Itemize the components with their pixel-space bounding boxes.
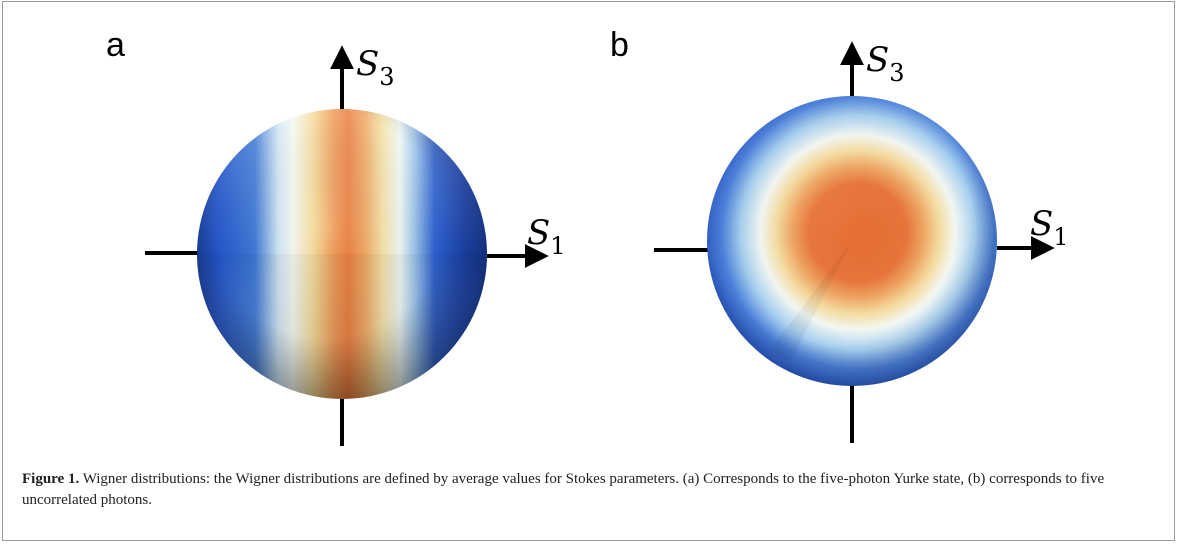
panel-b: [654, 41, 1055, 443]
axis-label-s3-a: S3: [356, 44, 395, 91]
figure-caption: Figure 1. Wigner distributions: the Wign…: [22, 469, 1152, 511]
panel-a: [145, 45, 549, 446]
figure-caption-text: Wigner distributions: the Wigner distrib…: [22, 471, 1105, 508]
axis-label-s1-b: S1: [1030, 204, 1069, 251]
axis-label-s3-b: S3: [866, 40, 905, 87]
wigner-sphere-b: [707, 96, 997, 386]
panel-label-b: b: [610, 26, 629, 64]
panel-label-a: a: [106, 26, 125, 64]
figure-caption-label: Figure 1.: [22, 471, 80, 487]
wigner-sphere-a: [197, 109, 487, 399]
axis-label-s1-a: S1: [527, 213, 566, 260]
figure-canvas: S3 S1 S3 S1: [145, 40, 1069, 446]
